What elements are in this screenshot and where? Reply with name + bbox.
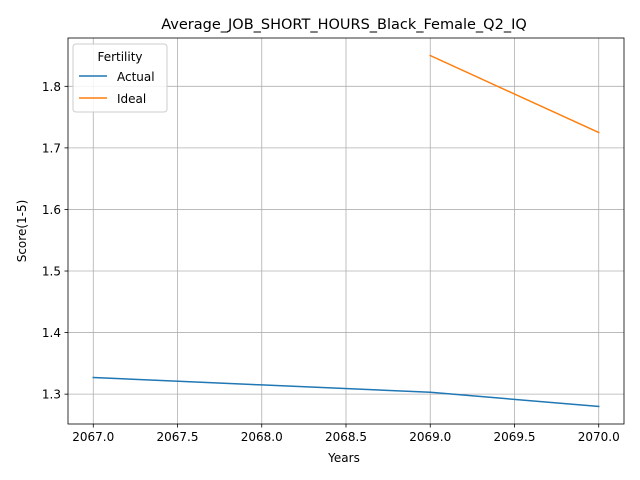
series-lines bbox=[92, 54, 600, 408]
x-tick-label: 2069.5 bbox=[493, 430, 535, 444]
y-axis-ticks: 1.3 1.4 1.5 1.6 1.7 1.8 bbox=[42, 80, 68, 402]
x-tick-label: 2069.0 bbox=[409, 430, 451, 444]
legend-label-ideal: Ideal bbox=[117, 92, 146, 106]
y-axis-label: Score(1-5) bbox=[15, 200, 29, 263]
legend-title: Fertility bbox=[97, 50, 142, 64]
x-tick-label: 2070.0 bbox=[578, 430, 620, 444]
y-tick-label: 1.8 bbox=[42, 80, 61, 94]
series-line-ideal bbox=[429, 54, 600, 134]
legend-box bbox=[72, 43, 168, 113]
y-tick-label: 1.4 bbox=[42, 326, 61, 340]
legend-label-actual: Actual bbox=[117, 70, 155, 84]
series-line-actual bbox=[92, 376, 600, 408]
grid bbox=[68, 38, 624, 424]
y-tick-label: 1.7 bbox=[42, 141, 61, 155]
x-axis-label: Years bbox=[327, 451, 360, 465]
x-tick-label: 2067.5 bbox=[157, 430, 199, 444]
y-tick-label: 1.6 bbox=[42, 203, 61, 217]
y-tick-label: 1.3 bbox=[42, 388, 61, 402]
legend: Fertility Actual Ideal bbox=[72, 43, 168, 113]
x-axis-ticks: 2067.0 2067.5 2068.0 2068.5 2069.0 2069.5 2070… bbox=[72, 424, 620, 444]
y-tick-label: 1.5 bbox=[42, 265, 61, 279]
chart-title: Average_JOB_SHORT_HOURS_Black_Female_Q2_… bbox=[161, 17, 527, 33]
x-tick-label: 2068.5 bbox=[325, 430, 367, 444]
x-tick-label: 2068.0 bbox=[241, 430, 283, 444]
x-tick-label: 2067.0 bbox=[72, 430, 114, 444]
